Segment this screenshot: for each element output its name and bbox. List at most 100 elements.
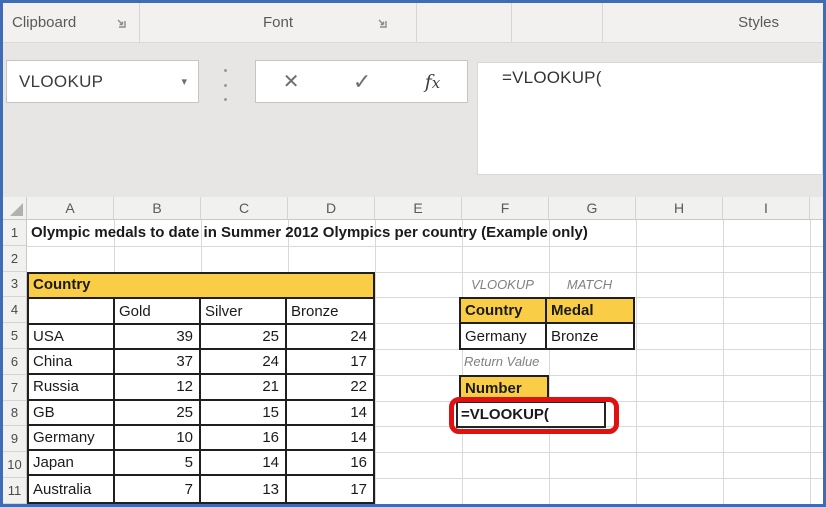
gridline — [27, 297, 823, 299]
table-cell-value[interactable]: 15 — [201, 400, 287, 426]
country-banner-cell[interactable]: Country — [27, 271, 375, 299]
formula-bar-resize-handle[interactable] — [224, 69, 227, 101]
clipboard-dialog-launcher-icon[interactable] — [115, 17, 127, 29]
row-header-11[interactable]: 11 — [3, 478, 26, 504]
table-cell-country[interactable]: GB — [29, 400, 115, 426]
column-header-g[interactable]: G — [549, 197, 636, 219]
column-header-d[interactable]: D — [288, 197, 375, 219]
lookup-header-country[interactable]: Country — [461, 299, 547, 324]
table-cell-country[interactable]: Germany — [29, 425, 115, 452]
column-header-a[interactable]: A — [27, 197, 114, 219]
row-header-10[interactable]: 10 — [3, 452, 26, 478]
table-cell-value[interactable]: 5 — [115, 451, 201, 477]
formula-buttons: ✕ ✓ fx — [255, 60, 468, 103]
table-cell-value[interactable]: 21 — [201, 375, 287, 401]
table-cell-value[interactable]: 7 — [115, 476, 201, 502]
table-cell-value[interactable]: 37 — [115, 349, 201, 376]
vlookup-section-label: VLOOKUP — [471, 276, 534, 292]
worksheet[interactable]: A B C D E F G H I 1 2 3 4 5 6 7 8 9 10 1… — [3, 197, 823, 504]
row-header-8[interactable]: 8 — [3, 401, 26, 427]
name-box-value: VLOOKUP — [19, 71, 104, 91]
table-header-silver[interactable]: Silver — [201, 299, 287, 325]
name-box-dropdown-icon[interactable]: ▾ — [181, 76, 187, 88]
table-cell-value[interactable]: 16 — [201, 425, 287, 452]
table-cell-country[interactable]: Australia — [29, 476, 115, 502]
gridline — [462, 220, 463, 504]
font-group-label: Font — [262, 14, 293, 31]
table-header-bronze[interactable]: Bronze — [287, 299, 373, 325]
gridline — [27, 245, 823, 247]
active-formula-cell[interactable]: =VLOOKUP( — [456, 400, 606, 429]
ribbon-group-empty-1 — [417, 3, 512, 42]
row-header-1[interactable]: 1 — [3, 220, 26, 246]
gridline — [27, 374, 823, 376]
table-cell-country[interactable]: USA — [29, 324, 115, 350]
table-cell-value[interactable]: 24 — [287, 325, 373, 350]
ribbon: Clipboard Font Styles — [3, 3, 823, 43]
enter-icon[interactable]: ✓ — [352, 68, 372, 94]
insert-function-icon[interactable]: fx — [424, 70, 441, 93]
sheet-title-cell[interactable]: Olympic medals to date in Summer 2012 Ol… — [31, 224, 588, 241]
table-cell-value[interactable]: 16 — [287, 451, 373, 477]
table-cell-value[interactable]: 22 — [287, 375, 373, 401]
name-box[interactable]: VLOOKUP ▾ — [6, 60, 199, 103]
gridline — [375, 220, 376, 504]
gridline — [723, 220, 724, 504]
gridline — [27, 478, 823, 479]
row-header-3[interactable]: 3 — [3, 272, 26, 298]
number-header-cell[interactable]: Number — [459, 374, 549, 403]
table-cell-value[interactable]: 14 — [287, 401, 373, 426]
select-all-button[interactable] — [3, 197, 27, 219]
table-cell-value[interactable]: 17 — [350, 480, 367, 498]
column-header-b[interactable]: B — [114, 197, 201, 219]
formula-bar-text: =VLOOKUP( — [502, 68, 602, 87]
styles-group-label: Styles — [738, 14, 779, 31]
column-header-h[interactable]: H — [636, 197, 723, 219]
table-cell-value[interactable]: 14 — [201, 451, 287, 477]
ribbon-group-styles: Styles — [603, 3, 823, 42]
row-header-6[interactable]: 6 — [3, 349, 26, 375]
column-header-c[interactable]: C — [201, 197, 288, 219]
ribbon-group-empty-2 — [512, 3, 603, 42]
table-header-gold[interactable]: Gold — [115, 299, 201, 325]
table-cell-value[interactable]: 10 — [115, 425, 201, 452]
gridline — [27, 452, 823, 454]
row-header-2[interactable]: 2 — [3, 246, 26, 272]
table-cell[interactable] — [29, 299, 115, 325]
row-headers: 1 2 3 4 5 6 7 8 9 10 11 — [3, 220, 27, 504]
table-cell-value[interactable]: 39 — [115, 324, 201, 350]
lookup-value-medal[interactable]: Bronze — [551, 327, 599, 345]
gridline — [27, 349, 823, 350]
ribbon-group-font: Font — [140, 3, 417, 42]
column-header-i[interactable]: I — [723, 197, 810, 219]
cancel-icon[interactable]: ✕ — [282, 71, 300, 93]
gridline — [549, 220, 550, 504]
medal-table[interactable]: Gold Silver Bronze USA 39 25 24 China 37… — [27, 297, 375, 504]
formula-bar-input[interactable]: =VLOOKUP( — [477, 62, 823, 175]
gridline — [636, 220, 637, 504]
gridline — [27, 271, 823, 273]
table-cell-country[interactable]: China — [29, 349, 115, 376]
lookup-table[interactable]: Country Medal Germany Bronze — [459, 297, 635, 351]
row-header-9[interactable]: 9 — [3, 426, 26, 453]
table-cell-value[interactable]: 12 — [115, 375, 201, 401]
lookup-header-medal[interactable]: Medal — [547, 299, 633, 324]
table-cell-value[interactable]: 25 — [201, 324, 287, 350]
column-header-f[interactable]: F — [462, 197, 549, 219]
column-header-e[interactable]: E — [375, 197, 462, 219]
table-cell-country[interactable]: Japan — [29, 451, 115, 477]
row-header-4[interactable]: 4 — [3, 297, 26, 324]
lookup-value-country[interactable]: Germany — [461, 323, 547, 349]
row-header-7[interactable]: 7 — [3, 375, 26, 401]
table-cell-value[interactable]: 25 — [115, 400, 201, 426]
match-section-label: MATCH — [566, 276, 613, 292]
gridline — [27, 426, 823, 428]
row-header-5[interactable]: 5 — [3, 323, 26, 349]
table-cell-value[interactable]: 13 — [201, 476, 287, 502]
table-cell-value[interactable]: 17 — [287, 350, 373, 376]
table-cell-value[interactable]: 14 — [287, 426, 373, 452]
table-cell-value[interactable]: 24 — [201, 349, 287, 376]
table-cell-country[interactable]: Russia — [29, 375, 115, 401]
font-dialog-launcher-icon[interactable] — [376, 17, 388, 29]
